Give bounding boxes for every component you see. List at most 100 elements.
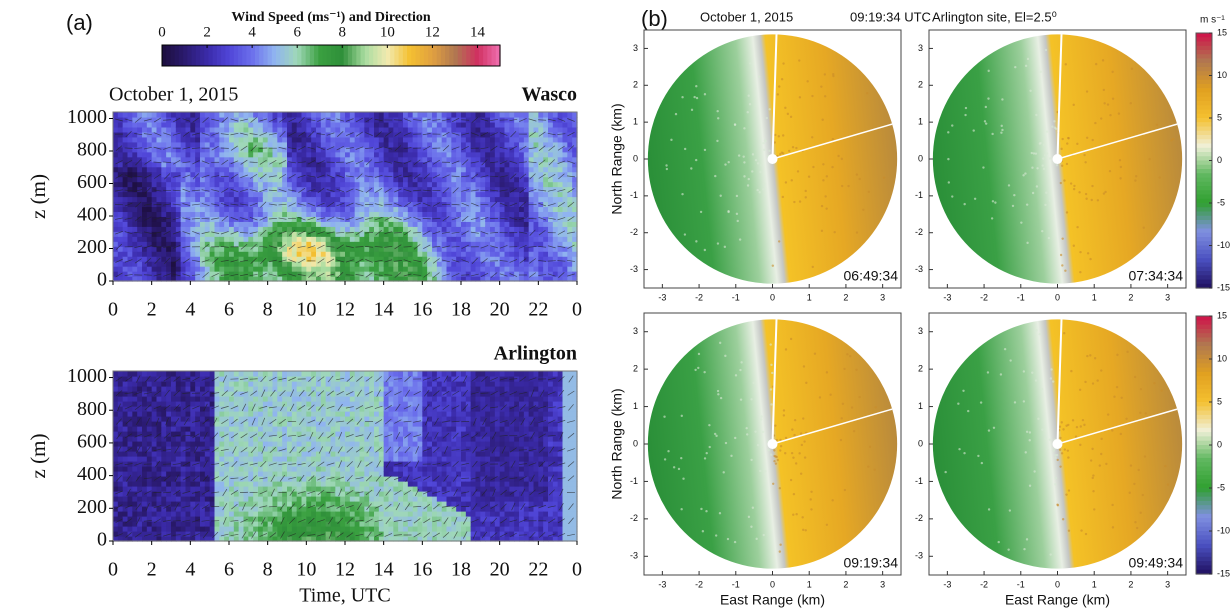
field-cell <box>142 236 147 242</box>
field-cell <box>161 167 166 173</box>
field-cell <box>157 471 162 477</box>
field-cell <box>297 177 302 183</box>
field-cell <box>476 142 481 148</box>
field-cell <box>113 526 118 532</box>
field-cell <box>137 396 142 402</box>
field-cell <box>171 486 176 492</box>
field-cell <box>480 192 485 198</box>
field-cell <box>239 381 244 387</box>
field-cell <box>229 122 234 128</box>
field-cell <box>195 112 200 118</box>
field-cell <box>200 147 205 153</box>
field-cell <box>181 211 186 217</box>
field-cell <box>538 271 543 277</box>
field-cell <box>529 167 534 173</box>
field-cell <box>524 271 529 277</box>
field-cell <box>553 192 558 198</box>
field-cell <box>176 406 181 412</box>
field-cell <box>128 122 133 128</box>
field-cell <box>427 152 432 158</box>
field-cell <box>215 531 220 537</box>
field-cell <box>466 251 471 257</box>
field-cell <box>567 152 572 158</box>
field-cell <box>205 177 210 183</box>
field-cell <box>282 112 287 118</box>
colorbar-cell <box>187 45 192 66</box>
field-cell <box>558 236 563 242</box>
field-cell <box>311 132 316 138</box>
field-cell <box>345 137 350 143</box>
field-cell <box>200 241 205 247</box>
field-cell <box>113 391 118 397</box>
field-cell <box>239 142 244 148</box>
colorbar-cell <box>251 45 256 66</box>
field-cell <box>190 152 195 158</box>
field-cell <box>176 127 181 133</box>
field-cell <box>176 221 181 227</box>
field-cell <box>248 112 253 118</box>
field-cell <box>248 152 253 158</box>
field-cell <box>505 152 510 158</box>
field-cell <box>548 167 553 173</box>
field-cell <box>205 167 210 173</box>
field-cell <box>451 142 456 148</box>
field-cell <box>297 251 302 257</box>
field-cell <box>553 197 558 203</box>
field-cell <box>181 137 186 143</box>
field-cell <box>418 206 423 212</box>
field-cell <box>563 236 568 242</box>
field-cell <box>263 236 268 242</box>
field-cell <box>176 251 181 257</box>
field-cell <box>335 137 340 143</box>
field-cell <box>244 451 249 457</box>
field-cell <box>244 152 249 158</box>
field-cell <box>215 476 220 482</box>
field-cell <box>205 182 210 188</box>
field-cell <box>553 157 558 163</box>
field-cell <box>137 261 142 267</box>
field-cell <box>181 192 186 198</box>
field-cell <box>142 221 147 227</box>
field-cell <box>306 226 311 232</box>
field-cell <box>234 416 239 422</box>
field-cell <box>171 396 176 402</box>
field-cell <box>466 137 471 143</box>
field-cell <box>142 211 147 217</box>
field-cell <box>287 231 292 237</box>
field-cell <box>248 401 253 407</box>
field-cell <box>437 226 442 232</box>
field-cell <box>331 137 336 143</box>
field-cell <box>379 142 384 148</box>
field-cell <box>224 391 229 397</box>
field-cell <box>466 211 471 217</box>
field-cell <box>432 147 437 153</box>
field-cell <box>302 152 307 158</box>
field-cell <box>447 251 452 257</box>
field-cell <box>369 216 374 222</box>
field-cell <box>190 172 195 178</box>
field-cell <box>147 192 152 198</box>
field-cell <box>171 221 176 227</box>
field-cell <box>379 236 384 242</box>
field-cell <box>553 137 558 143</box>
field-cell <box>490 127 495 133</box>
field-cell <box>306 192 311 198</box>
field-cell <box>364 122 369 128</box>
colorbar-cell <box>420 45 425 66</box>
field-cell <box>273 137 278 143</box>
field-cell <box>161 172 166 178</box>
field-cell <box>166 122 171 128</box>
field-cell <box>374 211 379 217</box>
field-cell <box>538 127 543 133</box>
field-cell <box>132 386 137 392</box>
field-cell <box>321 236 326 242</box>
field-cell <box>567 127 572 133</box>
field-cell <box>297 236 302 242</box>
field-cell <box>277 206 282 212</box>
field-cell <box>543 231 548 237</box>
field-cell <box>205 236 210 242</box>
field-cell <box>244 197 249 203</box>
field-cell <box>558 192 563 198</box>
field-cell <box>495 177 500 183</box>
colorbar-cell <box>204 45 209 66</box>
